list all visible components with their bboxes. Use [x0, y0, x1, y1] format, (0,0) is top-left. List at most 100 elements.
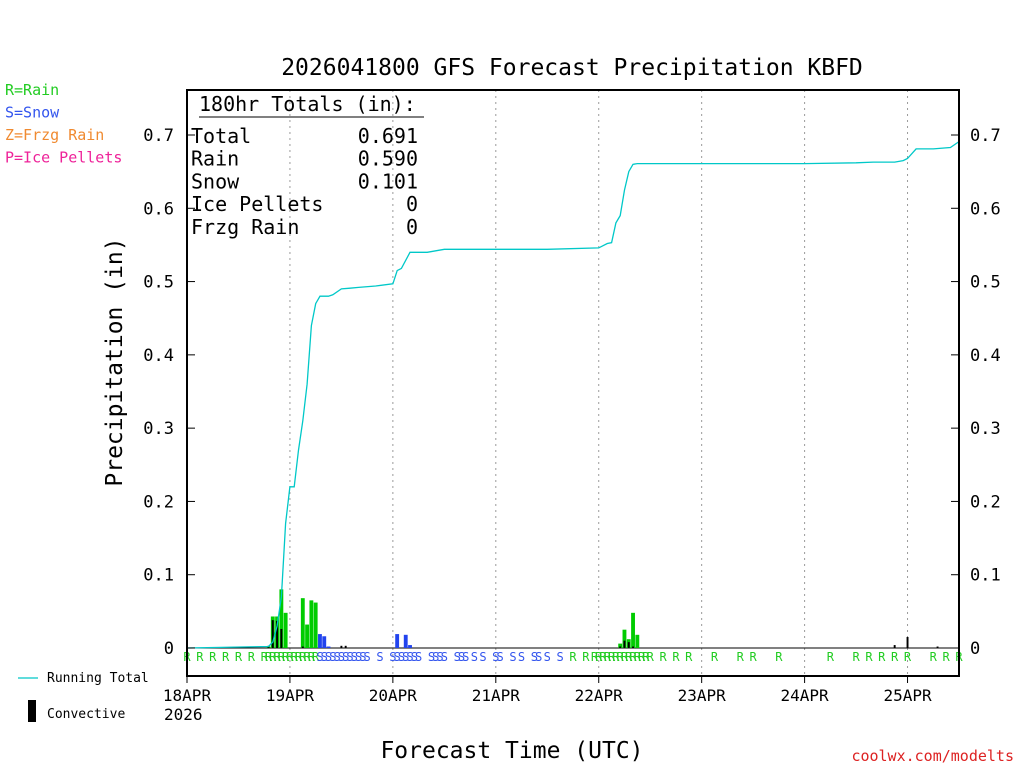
y-tick-label: 0.1 [970, 566, 1001, 586]
plot-border [186, 89, 960, 677]
y-tick-label: 0.2 [143, 492, 174, 512]
ptype-marker: R [625, 650, 633, 664]
y-tick-label: 0 [970, 639, 980, 659]
series-legend: Running Total Convective [18, 671, 149, 722]
ptype-marker: R [308, 650, 316, 664]
convective-bar [893, 645, 896, 648]
ptype-marker: R [659, 650, 667, 664]
x-tick-label: 23APR [678, 686, 727, 705]
ptype-marker: S [394, 650, 401, 664]
x-tick-label: 21APR [472, 686, 521, 705]
ptype-marker: S [342, 650, 349, 664]
y-tick-label: 0.7 [143, 126, 174, 146]
ptype-marker: S [406, 650, 413, 664]
ptype-marker: R [604, 650, 612, 664]
legend-item: R=Rain [5, 81, 59, 99]
credit-text: coolwx.com/modelts [851, 747, 1014, 765]
ptype-marker: S [492, 650, 499, 664]
running-total-line [186, 141, 960, 649]
ptype-marker: S [355, 650, 362, 664]
snow-bar [408, 645, 412, 648]
x-tick-label: 22APR [575, 686, 624, 705]
ptype-marker: S [531, 650, 538, 664]
y-tick-label: 0.3 [143, 419, 174, 439]
rain-bar [283, 612, 288, 648]
ptype-marker: S [428, 650, 435, 664]
x-tick-label: 25APR [883, 686, 932, 705]
ptype-marker: S [321, 650, 328, 664]
totals-header: 180hr Totals (in): [199, 92, 416, 116]
totals-label: Total [191, 124, 251, 148]
ptype-marker: R [891, 650, 899, 664]
ptype-marker: S [544, 650, 551, 664]
ptype-marker: S [364, 650, 371, 664]
series-legend-label: Convective [47, 707, 125, 722]
convective-bar [280, 628, 283, 648]
y-axis-left: 0 0.1 0.2 0.3 0.4 0.5 0.6 0.7 [143, 126, 195, 659]
convective-bar [271, 620, 274, 648]
ptype-marker: R [591, 650, 599, 664]
legend-item: P=Ice Pellets [5, 149, 122, 167]
ptype-marker: R [629, 650, 637, 664]
ptype-marker: S [471, 650, 478, 664]
precip-type-legend: R=Rain S=Snow Z=Frzg Rain P=Ice Pellets [5, 81, 122, 167]
ptype-marker: R [672, 650, 680, 664]
ptype-marker: R [282, 650, 290, 664]
ptype-marker: R [608, 650, 616, 664]
ptype-marker: S [346, 650, 353, 664]
ptype-marker: R [209, 650, 217, 664]
totals-value: 0.691 [358, 124, 418, 148]
convective-bar [623, 640, 626, 648]
y-tick-label: 0.3 [970, 419, 1001, 439]
ptype-marker: S [329, 650, 336, 664]
ptype-marker: S [376, 650, 383, 664]
y-tick-label: 0.5 [970, 273, 1001, 293]
ptype-marker: S [325, 650, 332, 664]
ptype-marker: S [454, 650, 461, 664]
ptype-marker: R [685, 650, 693, 664]
ptype-marker: R [904, 650, 912, 664]
snow-bar [403, 634, 408, 648]
y-tick-label: 0.7 [970, 126, 1001, 146]
totals-box: 180hr Totals (in): Total 0.691 Rain 0.590 Sn… [191, 92, 424, 239]
ptype-marker: S [458, 650, 465, 664]
ptype-marker: R [827, 650, 835, 664]
y-tick-label: 0.6 [143, 199, 174, 219]
legend-item: S=Snow [5, 104, 60, 122]
x-tick-label: 18APR [163, 686, 212, 705]
ptype-marker: R [222, 650, 230, 664]
x-tick-label: 20APR [369, 686, 418, 705]
rain-bar [300, 598, 305, 648]
ptype-marker: S [557, 650, 564, 664]
ptype-marker: R [711, 650, 719, 664]
ptype-marker: R [943, 650, 951, 664]
chart-title: 2026041800 GFS Forecast Precipitation KB… [281, 55, 863, 81]
ptype-marker: R [299, 650, 307, 664]
ptype-marker: S [338, 650, 345, 664]
convective-bar [619, 646, 622, 648]
rain-bar [622, 629, 627, 648]
ptype-marker: S [402, 650, 409, 664]
rain-bar [618, 643, 623, 648]
ptype-marker: R [737, 650, 745, 664]
totals-label: Rain [191, 147, 239, 171]
ptype-marker: R [295, 650, 303, 664]
y-tick-label: 0 [164, 639, 174, 659]
ptype-marker: R [265, 650, 273, 664]
totals-value: 0.101 [358, 169, 418, 193]
convective-bar [301, 646, 304, 648]
rain-bar [635, 634, 640, 648]
y-tick-label: 0.4 [970, 346, 1001, 366]
convective-bar [936, 646, 939, 648]
ptype-marker: S [479, 650, 486, 664]
ptype-marker: R [930, 650, 938, 664]
convective-bar [340, 645, 343, 648]
ptype-marker: S [316, 650, 323, 664]
y-tick-label: 0.1 [143, 566, 174, 586]
y-axis-title: Precipitation (in) [102, 237, 128, 486]
ptype-marker: S [432, 650, 439, 664]
plot-frame [187, 90, 959, 676]
ptype-marker: S [415, 650, 422, 664]
ptype-marker: R [634, 650, 642, 664]
